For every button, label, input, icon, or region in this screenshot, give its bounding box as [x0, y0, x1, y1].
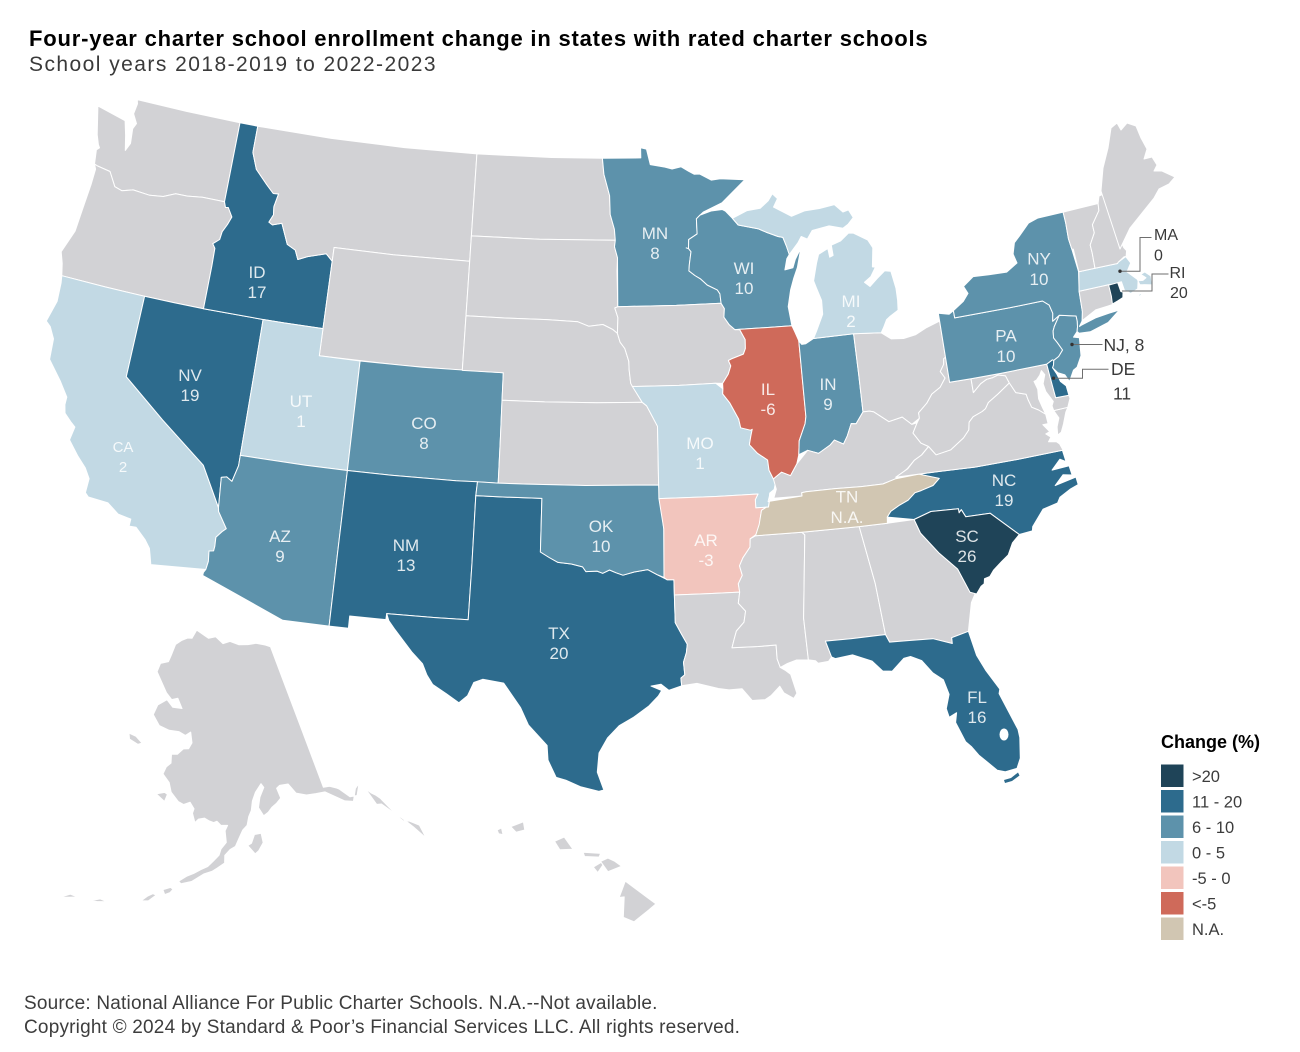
svg-text:26: 26 [958, 547, 977, 566]
svg-text:<-5: <-5 [1192, 896, 1216, 914]
svg-text:NM: NM [393, 536, 419, 555]
svg-text:CO: CO [411, 414, 437, 433]
svg-text:1: 1 [296, 412, 305, 431]
svg-text:11: 11 [1113, 384, 1131, 404]
svg-text:-6: -6 [760, 400, 775, 419]
svg-text:AZ: AZ [269, 527, 291, 546]
svg-text:16: 16 [968, 708, 987, 727]
svg-text:SC: SC [955, 527, 979, 546]
svg-text:10: 10 [592, 537, 611, 556]
svg-text:2: 2 [119, 459, 127, 476]
svg-text:CA: CA [113, 439, 134, 456]
svg-text:N.A.: N.A. [830, 508, 863, 527]
svg-text:DE: DE [1111, 359, 1135, 379]
svg-text:>20: >20 [1192, 768, 1220, 786]
svg-text:MI: MI [842, 292, 861, 311]
svg-text:Change (%): Change (%) [1161, 732, 1260, 752]
svg-text:NV: NV [178, 366, 202, 385]
svg-text:17: 17 [248, 283, 267, 302]
svg-text:10: 10 [735, 279, 754, 298]
svg-text:RI: RI [1170, 265, 1186, 282]
svg-text:1: 1 [695, 454, 704, 473]
svg-text:20: 20 [550, 644, 569, 663]
svg-text:9: 9 [823, 395, 832, 414]
svg-text:10: 10 [1030, 270, 1049, 289]
svg-text:20: 20 [1170, 285, 1188, 302]
svg-text:0: 0 [1154, 248, 1163, 265]
svg-text:0 - 5: 0 - 5 [1192, 845, 1225, 863]
svg-text:N.A.: N.A. [1192, 921, 1224, 939]
svg-text:OK: OK [589, 517, 614, 536]
svg-text:10: 10 [997, 347, 1016, 366]
svg-text:8: 8 [419, 434, 428, 453]
svg-text:PA: PA [995, 326, 1017, 345]
svg-text:FL: FL [967, 688, 987, 707]
svg-text:TX: TX [548, 624, 570, 643]
svg-text:IN: IN [820, 375, 837, 394]
svg-text:WI: WI [734, 259, 755, 278]
svg-text:2: 2 [846, 312, 855, 331]
svg-text:UT: UT [290, 392, 313, 411]
svg-text:6 - 10: 6 - 10 [1192, 819, 1234, 837]
svg-text:19: 19 [995, 491, 1014, 510]
svg-text:NJ, 8: NJ, 8 [1104, 335, 1145, 355]
svg-text:MA: MA [1154, 227, 1178, 244]
svg-text:8: 8 [650, 244, 659, 263]
svg-text:NC: NC [992, 471, 1017, 490]
svg-text:TN: TN [836, 487, 859, 506]
svg-text:MO: MO [686, 434, 713, 453]
svg-text:11 - 20: 11 - 20 [1192, 794, 1242, 812]
svg-text:ID: ID [249, 263, 266, 282]
svg-text:19: 19 [181, 386, 200, 405]
svg-text:13: 13 [397, 556, 416, 575]
svg-text:NY: NY [1027, 249, 1051, 268]
svg-text:-3: -3 [698, 551, 713, 570]
svg-text:IL: IL [761, 380, 775, 399]
svg-text:9: 9 [275, 547, 284, 566]
svg-text:-5 - 0: -5 - 0 [1192, 870, 1231, 888]
svg-text:AR: AR [694, 531, 718, 550]
svg-text:MN: MN [642, 224, 668, 243]
